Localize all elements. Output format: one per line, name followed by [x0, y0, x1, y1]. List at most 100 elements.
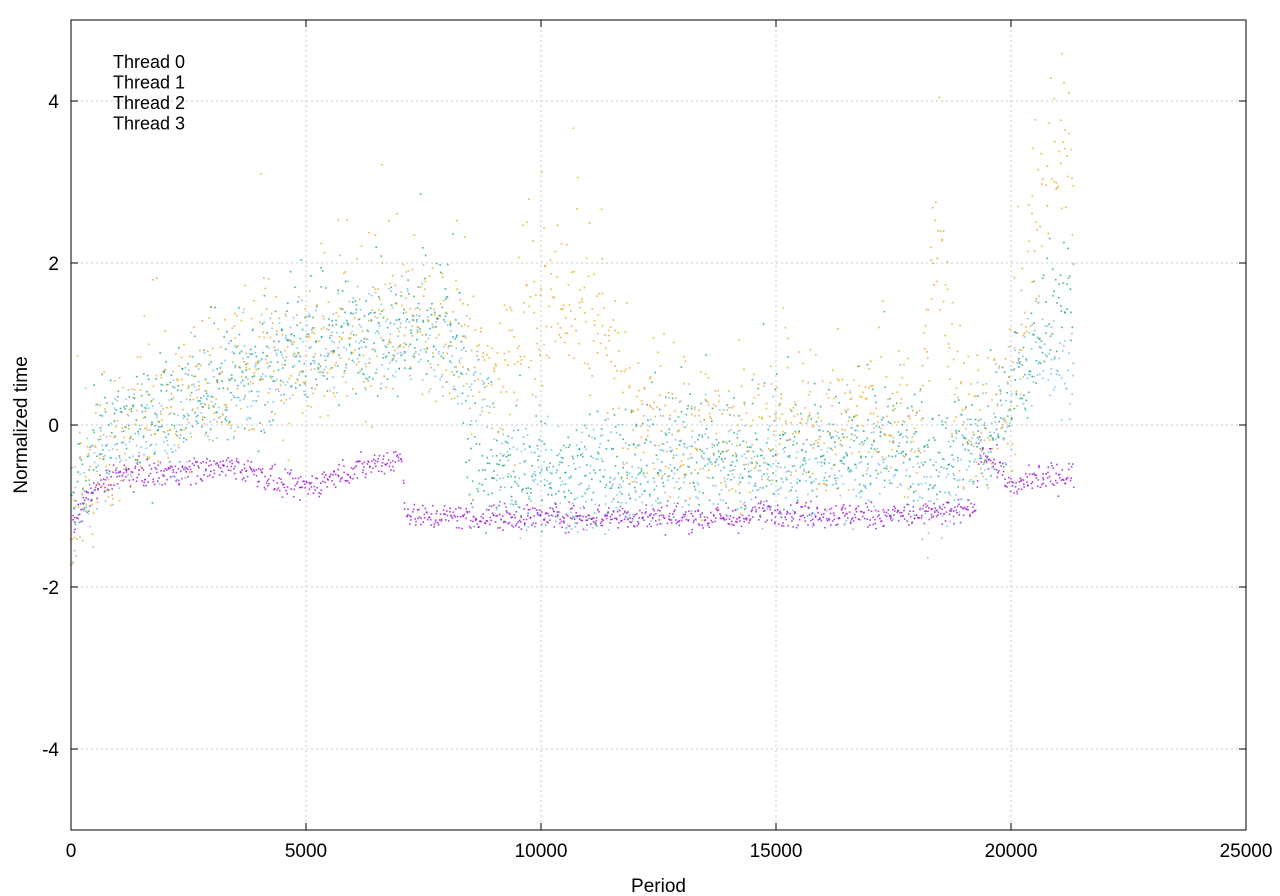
- data-point: [250, 405, 253, 407]
- data-point: [725, 518, 728, 521]
- data-point: [958, 514, 960, 516]
- data-point: [903, 496, 906, 498]
- data-point: [649, 404, 651, 407]
- data-point: [185, 427, 187, 429]
- data-point: [265, 307, 268, 310]
- data-point: [959, 324, 961, 327]
- data-point: [226, 406, 228, 409]
- data-point: [775, 454, 777, 456]
- data-point: [180, 470, 182, 473]
- data-point: [782, 481, 784, 483]
- data-point: [157, 464, 160, 467]
- data-point: [133, 397, 135, 400]
- data-point: [809, 349, 812, 351]
- data-point: [659, 394, 661, 396]
- data-point: [732, 510, 734, 512]
- data-point: [479, 520, 481, 523]
- data-point: [559, 522, 561, 525]
- data-point: [350, 467, 353, 469]
- data-point: [939, 505, 942, 508]
- data-point: [722, 516, 724, 519]
- data-point: [77, 471, 79, 473]
- data-point: [493, 438, 496, 440]
- data-point: [236, 314, 238, 317]
- data-point: [74, 486, 77, 489]
- data-point: [366, 378, 369, 381]
- data-point: [407, 279, 409, 281]
- data-point: [723, 440, 725, 443]
- data-point: [939, 490, 941, 493]
- data-point: [877, 510, 880, 513]
- data-point: [909, 510, 911, 512]
- data-point: [620, 502, 623, 504]
- data-point: [233, 472, 236, 475]
- data-point: [613, 517, 616, 520]
- data-point: [1042, 377, 1044, 379]
- data-point: [874, 518, 876, 521]
- data-point: [832, 484, 834, 486]
- data-point: [986, 484, 988, 486]
- data-point: [474, 519, 477, 522]
- data-point: [390, 286, 392, 289]
- data-point: [1046, 205, 1048, 207]
- data-point: [1048, 323, 1050, 325]
- data-point: [178, 365, 180, 367]
- data-point: [783, 451, 786, 453]
- data-point: [229, 378, 232, 381]
- data-point: [938, 96, 941, 99]
- data-point: [421, 282, 423, 285]
- data-point: [875, 477, 878, 479]
- data-point: [674, 420, 677, 422]
- data-point: [1044, 325, 1047, 327]
- data-point: [166, 452, 168, 455]
- data-point: [1023, 394, 1025, 397]
- data-point: [458, 359, 460, 362]
- data-point: [737, 532, 740, 534]
- data-point: [394, 461, 397, 463]
- data-point: [1039, 373, 1041, 376]
- data-point: [396, 303, 398, 305]
- data-point: [1055, 373, 1058, 375]
- data-point: [1023, 486, 1025, 488]
- data-point: [563, 521, 565, 524]
- data-point: [949, 510, 951, 512]
- data-point: [497, 527, 499, 529]
- data-point: [214, 306, 216, 309]
- data-point: [871, 455, 873, 458]
- data-point: [795, 526, 798, 529]
- data-point: [745, 463, 747, 466]
- data-point: [944, 520, 947, 522]
- data-point: [531, 524, 533, 526]
- data-point: [158, 426, 160, 428]
- data-point: [251, 329, 254, 332]
- data-point: [904, 456, 906, 458]
- data-point: [92, 492, 94, 494]
- data-point: [1010, 401, 1012, 403]
- data-point: [696, 449, 698, 452]
- data-point: [170, 374, 173, 376]
- data-point: [227, 469, 230, 471]
- data-point: [407, 513, 409, 516]
- data-point: [514, 464, 516, 466]
- data-point: [390, 304, 393, 307]
- data-point: [687, 383, 690, 385]
- data-point: [122, 441, 125, 444]
- data-point: [802, 459, 804, 461]
- data-point: [400, 460, 403, 463]
- data-point: [1003, 371, 1006, 373]
- data-point: [437, 352, 440, 355]
- data-point: [986, 456, 988, 459]
- data-point: [727, 430, 730, 433]
- data-point: [438, 314, 441, 317]
- data-point: [541, 467, 543, 470]
- data-point: [744, 504, 746, 507]
- data-point: [512, 446, 515, 448]
- data-point: [768, 425, 771, 428]
- data-point: [831, 449, 833, 451]
- data-point: [562, 444, 565, 447]
- data-point: [1011, 417, 1013, 419]
- data-point: [337, 315, 340, 318]
- data-point: [102, 433, 105, 436]
- data-point: [376, 317, 379, 319]
- data-point: [856, 405, 858, 407]
